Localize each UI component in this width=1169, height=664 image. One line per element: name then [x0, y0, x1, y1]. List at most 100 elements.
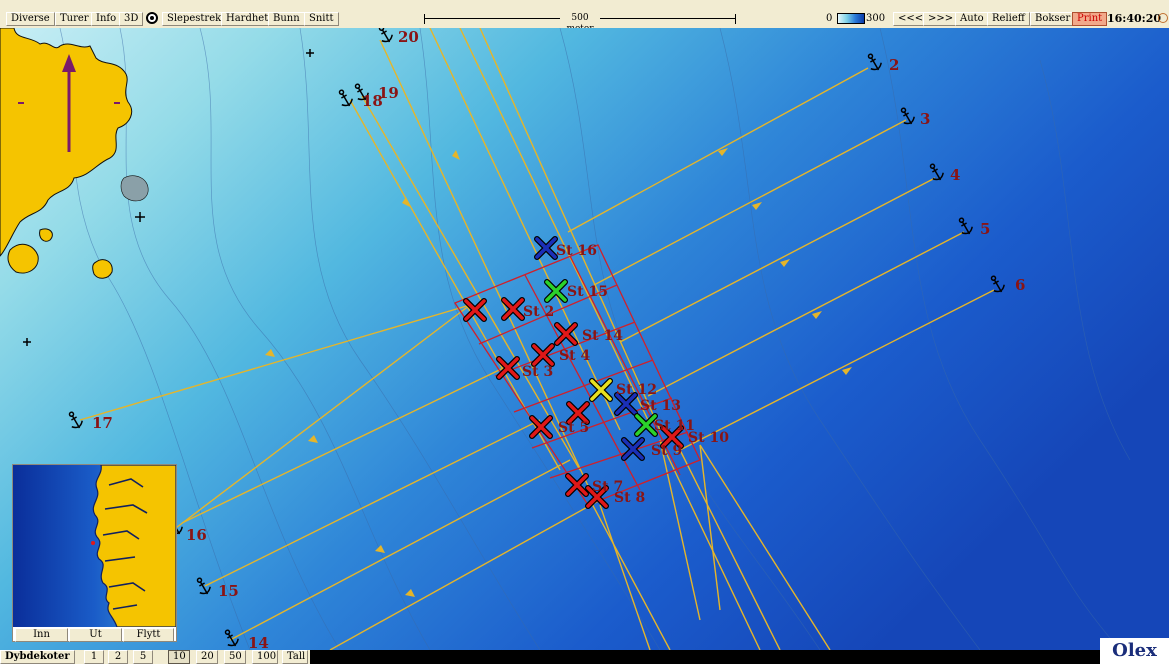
- station-grid: [454, 244, 701, 506]
- olex-logo: Olex: [1100, 638, 1169, 664]
- station-marker: [565, 473, 589, 497]
- scale-bar-line-right: [600, 18, 736, 19]
- station-labels: St 16 St 15 St 2 St 14 St 4 St 3 St 12 S…: [522, 243, 729, 506]
- auto-button[interactable]: Auto: [955, 12, 989, 26]
- anchor-label-19: 19: [378, 84, 399, 102]
- depth-option-50[interactable]: 50: [224, 650, 246, 664]
- station-label-2: St 2: [523, 304, 554, 320]
- anchor-label-14: 14: [248, 634, 269, 650]
- land-island-2: [92, 259, 113, 279]
- anchor-icon: [338, 89, 353, 107]
- status-circle-icon: [1158, 13, 1168, 23]
- depth-option-100[interactable]: 100: [252, 650, 278, 664]
- overview-fjords: [102, 478, 148, 610]
- anchor-label-4: 4: [950, 166, 960, 184]
- station-marker: [463, 298, 487, 322]
- bunn-button[interactable]: Bunn: [268, 12, 305, 26]
- turer-button[interactable]: Turer: [55, 12, 94, 26]
- track-arrows: [265, 148, 852, 597]
- depth-max-label: 300: [866, 13, 886, 24]
- snitt-button[interactable]: Snitt: [304, 12, 339, 26]
- station-marker: [534, 236, 558, 260]
- depth-option-1[interactable]: 1: [84, 650, 104, 664]
- compass-toggle-icon[interactable]: [146, 12, 158, 24]
- scale-bar: 500 meter: [424, 13, 736, 34]
- scale-bar-tick-left: [424, 14, 425, 24]
- anchor-label-6: 6: [1015, 276, 1025, 294]
- station-label-7: St 7: [592, 479, 623, 495]
- anchor-label-17: 17: [92, 414, 113, 432]
- diverse-button[interactable]: Diverse: [6, 12, 55, 26]
- station-marker: [554, 322, 578, 346]
- anchor-icon: [900, 107, 915, 125]
- depth-option-20[interactable]: 20: [196, 650, 218, 664]
- station-marker: [544, 279, 568, 303]
- relieff-button[interactable]: Relieff: [987, 12, 1030, 26]
- zoom-in-button[interactable]: Inn: [15, 628, 68, 642]
- sea-background: [0, 28, 1169, 650]
- station-marker: [531, 343, 555, 367]
- anchor-label-20: 20: [398, 28, 419, 46]
- anchor-icon: [990, 275, 1005, 293]
- zoom-out-button[interactable]: Ut: [69, 628, 122, 642]
- depth-min-label: 0: [826, 13, 833, 24]
- station-marker: [614, 392, 638, 416]
- depth-option-10[interactable]: 10: [168, 650, 190, 664]
- station-label-12: St 12: [616, 382, 657, 398]
- overview-map[interactable]: [13, 465, 176, 627]
- station-marker: [585, 485, 609, 509]
- depth-option-5[interactable]: 5: [133, 650, 153, 664]
- north-arrow-icon: [18, 54, 120, 152]
- overview-position-icon: [91, 541, 95, 545]
- slepestrek-button[interactable]: Slepestrek: [162, 12, 227, 26]
- bokser-button[interactable]: Bokser: [1030, 12, 1076, 26]
- station-label-8: St 8: [614, 490, 645, 506]
- back-button[interactable]: <<<: [893, 12, 929, 26]
- station-label-14: St 14: [582, 328, 623, 344]
- station-label-15: St 15: [567, 284, 608, 300]
- anchor-icon: [929, 163, 944, 181]
- station-marker: [634, 413, 658, 437]
- anchor-markers: [68, 28, 1005, 647]
- anchor-icon: [867, 53, 882, 71]
- station-marker: [501, 297, 525, 321]
- station-label-9: St 9: [651, 443, 682, 459]
- land-island-1: [7, 243, 39, 274]
- rock-markers: [23, 49, 314, 346]
- hardhet-button[interactable]: Hardhet: [221, 12, 274, 26]
- info-button[interactable]: Info: [91, 12, 122, 26]
- station-marker: [660, 425, 684, 449]
- depth-contours: [59, 28, 1131, 650]
- clock-display: 16:40:20: [1107, 12, 1162, 25]
- print-button[interactable]: Print: [1072, 12, 1108, 26]
- anchor-icon: [224, 629, 239, 647]
- nautical-chart[interactable]: 2 3 4 5 6 14 15 16 17 18 19 20 St 16 St …: [0, 28, 1169, 650]
- move-button[interactable]: Flytt: [123, 628, 174, 642]
- anchor-labels: 2 3 4 5 6 14 15 16 17 18 19 20: [92, 28, 1025, 650]
- anchor-label-3: 3: [920, 110, 930, 128]
- anchor-label-5: 5: [980, 220, 990, 238]
- station-label-3: St 3: [522, 364, 553, 380]
- land-island-3: [39, 228, 53, 242]
- scale-bar-tick-right: [735, 14, 736, 24]
- shoal-area: [120, 175, 149, 202]
- scale-bar-line-left: [424, 18, 560, 19]
- anchor-label-15: 15: [218, 582, 239, 600]
- station-marker: [589, 378, 613, 402]
- top-toolbar: Diverse Turer Info 3D Slepestrek Hardhet…: [0, 0, 1169, 34]
- station-marker: [529, 415, 553, 439]
- anchor-label-16: 16: [186, 526, 207, 544]
- forward-button[interactable]: >>>: [923, 12, 959, 26]
- anchor-icon: [68, 411, 83, 429]
- depth-option-2[interactable]: 2: [108, 650, 128, 664]
- tow-tracks: [79, 28, 995, 650]
- station-marker: [621, 437, 645, 461]
- station-marker: [496, 356, 520, 380]
- depth-color-scale[interactable]: [837, 13, 865, 24]
- view-3d-button[interactable]: 3D: [119, 12, 144, 26]
- overview-inset[interactable]: Inn Ut Flytt: [12, 464, 177, 642]
- depth-option-tall[interactable]: Tall: [282, 650, 308, 664]
- depth-contour-bar: Dybdekoter 1 2 5 10 20 50 100 Tall: [0, 650, 310, 664]
- depth-contour-label: Dybdekoter: [0, 650, 75, 664]
- station-label-16: St 16: [556, 243, 597, 259]
